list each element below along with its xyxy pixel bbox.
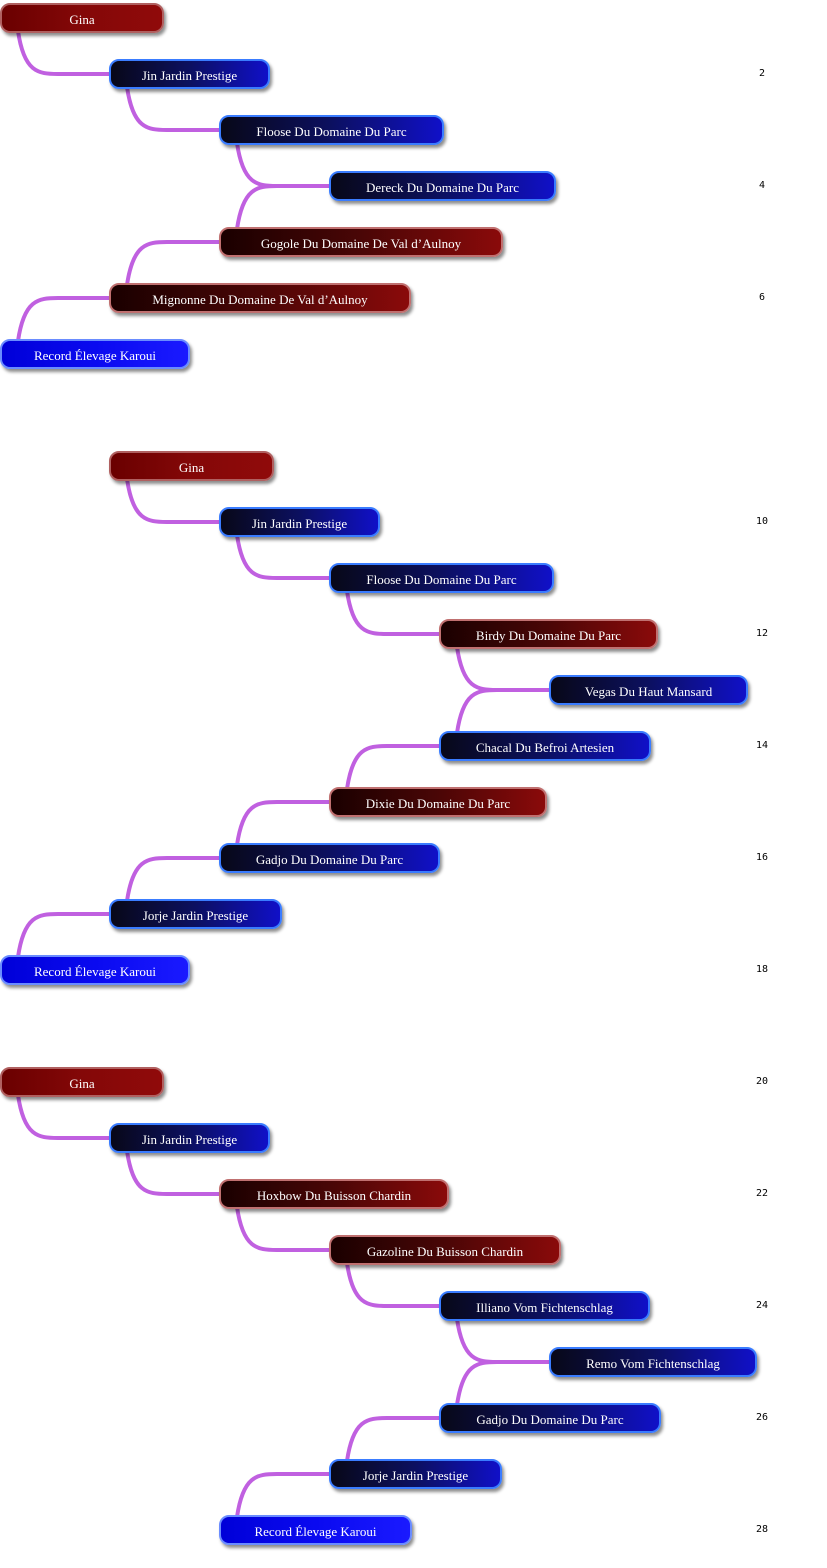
node-illiano-vom-fichtenschlag[interactable]: Illiano Vom Fichtenschlag xyxy=(439,1291,650,1321)
node-gadjo-du-domaine-du-parc[interactable]: Gadjo Du Domaine Du Parc xyxy=(219,843,440,873)
page-number: 18 xyxy=(755,964,769,975)
page-number: 22 xyxy=(755,1188,769,1199)
node-birdy-du-domaine-du-parc[interactable]: Birdy Du Domaine Du Parc xyxy=(439,619,658,649)
connector-line xyxy=(235,141,333,188)
node-jin-jardin-prestige[interactable]: Jin Jardin Prestige xyxy=(109,1123,270,1153)
node-gina[interactable]: Gina xyxy=(0,3,164,33)
connector-line xyxy=(345,744,443,791)
node-floose-du-domaine-du-parc[interactable]: Floose Du Domaine Du Parc xyxy=(329,563,554,593)
node-mignonne-du-domaine-de-val-daulnoy[interactable]: Mignonne Du Domaine De Val d’Aulnoy xyxy=(109,283,411,313)
page-number: 4 xyxy=(758,180,766,191)
connector-line xyxy=(235,1205,333,1252)
node-dixie-du-domaine-du-parc[interactable]: Dixie Du Domaine Du Parc xyxy=(329,787,547,817)
node-gogole-du-domaine-de-val-daulnoy[interactable]: Gogole Du Domaine De Val d’Aulnoy xyxy=(219,227,503,257)
connector-line xyxy=(125,477,223,524)
connector-line xyxy=(16,912,113,959)
node-gina[interactable]: Gina xyxy=(0,1067,164,1097)
page-number: 2 xyxy=(758,68,766,79)
connector-line xyxy=(125,856,223,903)
connector-line xyxy=(345,1261,443,1308)
connector-line xyxy=(455,645,553,692)
page-number: 26 xyxy=(755,1412,769,1423)
page-number: 14 xyxy=(755,740,769,751)
page-number: 16 xyxy=(755,852,769,863)
connector-line xyxy=(16,1093,113,1140)
connector-line xyxy=(235,184,333,231)
connector-line xyxy=(125,85,223,132)
page-number: 10 xyxy=(755,516,769,527)
connector-line xyxy=(455,1317,553,1364)
connector-line xyxy=(455,1360,553,1407)
node-vegas-du-haut-mansard[interactable]: Vegas Du Haut Mansard xyxy=(549,675,748,705)
node-gazoline-du-buisson-chardin[interactable]: Gazoline Du Buisson Chardin xyxy=(329,1235,561,1265)
page-number: 6 xyxy=(758,292,766,303)
node-jorje-jardin-prestige[interactable]: Jorje Jardin Prestige xyxy=(329,1459,502,1489)
connector-line xyxy=(235,800,333,847)
page-number: 28 xyxy=(755,1524,769,1535)
page-number: 12 xyxy=(755,628,769,639)
node-gadjo-du-domaine-du-parc[interactable]: Gadjo Du Domaine Du Parc xyxy=(439,1403,661,1433)
connector-line xyxy=(16,296,113,343)
node-floose-du-domaine-du-parc[interactable]: Floose Du Domaine Du Parc xyxy=(219,115,444,145)
node-jin-jardin-prestige[interactable]: Jin Jardin Prestige xyxy=(109,59,270,89)
connector-line xyxy=(345,589,443,636)
connector-line xyxy=(235,533,333,580)
connector-line xyxy=(455,688,553,735)
node-hoxbow-du-buisson-chardin[interactable]: Hoxbow Du Buisson Chardin xyxy=(219,1179,449,1209)
node-remo-vom-fichtenschlag[interactable]: Remo Vom Fichtenschlag xyxy=(549,1347,757,1377)
connector-line xyxy=(16,29,113,76)
connector-line xyxy=(125,1149,223,1196)
connector-line xyxy=(125,240,223,287)
node-dereck-du-domaine-du-parc[interactable]: Dereck Du Domaine Du Parc xyxy=(329,171,556,201)
node-gina[interactable]: Gina xyxy=(109,451,274,481)
page-number: 24 xyxy=(755,1300,769,1311)
connector-line xyxy=(345,1416,443,1463)
node-chacal-du-befroi-artesien[interactable]: Chacal Du Befroi Artesien xyxy=(439,731,651,761)
node-jorje-jardin-prestige[interactable]: Jorje Jardin Prestige xyxy=(109,899,282,929)
node-jin-jardin-prestige[interactable]: Jin Jardin Prestige xyxy=(219,507,380,537)
node-record-elevage-karoui[interactable]: Record Élevage Karoui xyxy=(0,955,190,985)
node-record-elevage-karoui[interactable]: Record Élevage Karoui xyxy=(0,339,190,369)
connector-line xyxy=(235,1472,333,1519)
node-record-elevage-karoui[interactable]: Record Élevage Karoui xyxy=(219,1515,412,1545)
page-number: 20 xyxy=(755,1076,769,1087)
